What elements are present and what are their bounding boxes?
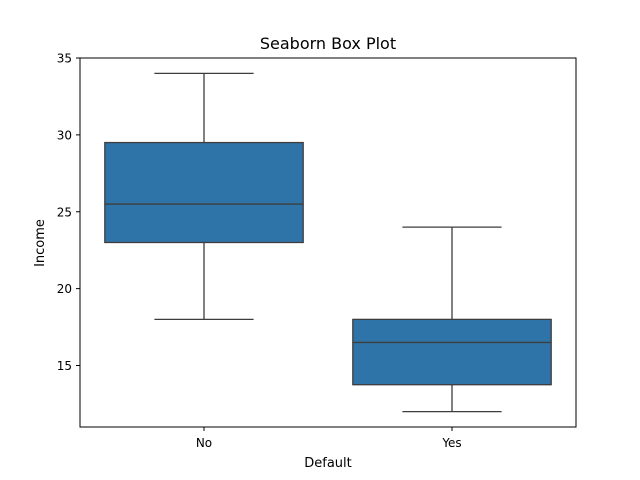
iqr-box: [104, 141, 304, 244]
y-tick-label: 20: [57, 282, 72, 296]
box-group-yes: [352, 226, 552, 413]
y-axis-label: Income: [33, 219, 48, 267]
x-axis-label: Default: [304, 456, 352, 471]
y-tick-label: 25: [57, 205, 72, 219]
x-tick-label: Yes: [441, 436, 461, 450]
x-tick-label: No: [196, 436, 212, 450]
x-axis: No Yes: [196, 427, 462, 450]
y-axis: 15 20 25 30 35: [57, 52, 80, 373]
y-tick-label: 35: [57, 52, 72, 66]
iqr-box: [352, 318, 552, 386]
axes-frame: [79, 57, 577, 428]
boxes-layer: [104, 72, 552, 413]
box-group-no: [104, 72, 304, 321]
y-tick-label: 15: [57, 359, 72, 373]
chart-title: Seaborn Box Plot: [260, 34, 396, 53]
y-tick-label: 30: [57, 128, 72, 142]
